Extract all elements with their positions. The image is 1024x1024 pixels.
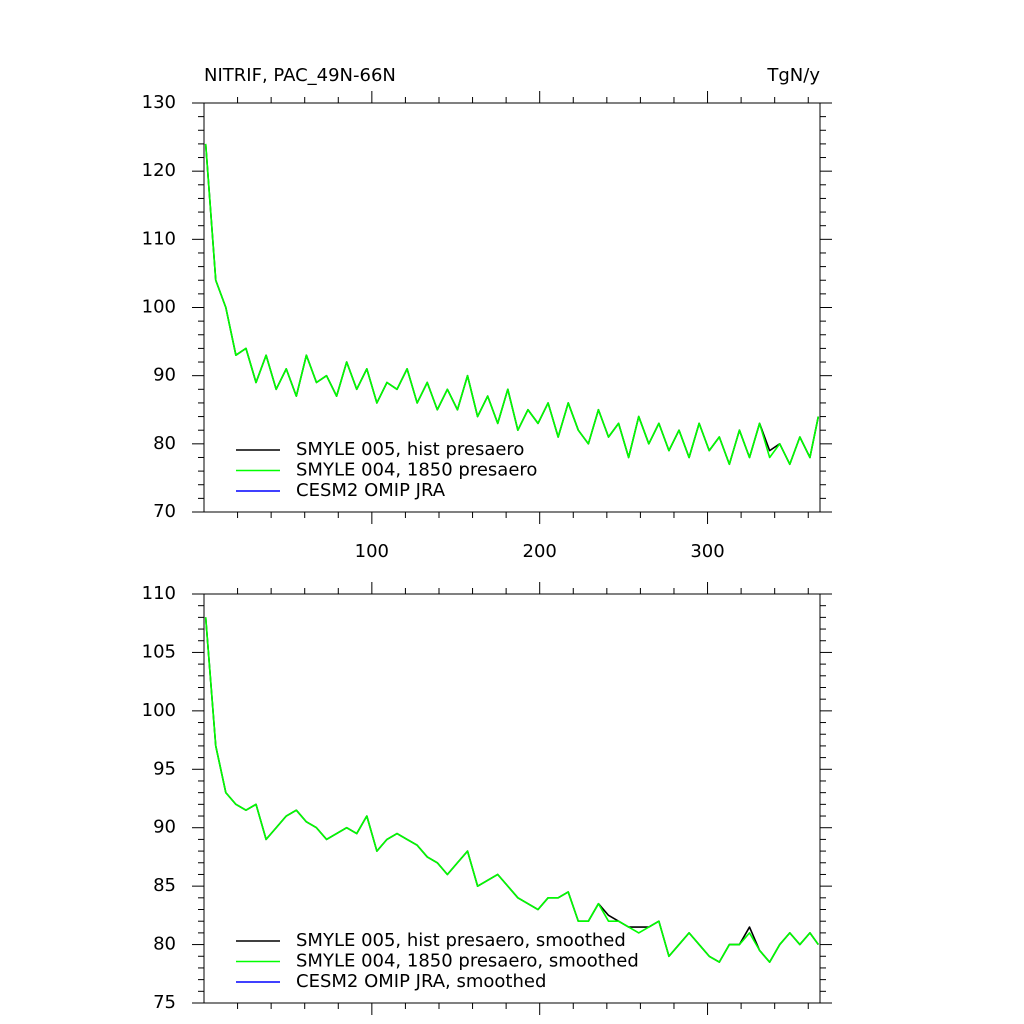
y-tick-label: 105	[142, 641, 176, 662]
y-tick-label: 95	[153, 758, 176, 779]
y-tick-label: 80	[153, 433, 176, 454]
y-tick-label: 90	[153, 817, 176, 838]
legend-label: SMYLE 005, hist presaero	[296, 439, 524, 460]
y-tick-label: 110	[142, 228, 176, 249]
y-tick-label: 85	[153, 875, 176, 896]
x-tick-label: 300	[690, 541, 724, 562]
legend-label: SMYLE 004, 1850 presaero	[296, 460, 537, 481]
y-tick-label: 75	[153, 992, 176, 1013]
plot-frame	[203, 593, 821, 1004]
panel: 75 80 85 90 95 100 105 110 SMYLE 005, hist presa…	[142, 582, 832, 1015]
y-tick-label: 110	[142, 583, 176, 604]
x-tick-label: 200	[523, 541, 557, 562]
y-tick-label: 70	[153, 501, 176, 522]
legend-label: CESM2 OMIP JRA	[296, 480, 446, 501]
series-line	[204, 617, 819, 963]
x-tick-label: 100	[355, 541, 389, 562]
y-tick-label: 120	[142, 160, 176, 181]
units-label: TgN/y	[766, 65, 820, 86]
chart-title: NITRIF, PAC_49N-66N	[204, 65, 396, 86]
series-line	[204, 617, 819, 963]
y-tick-label: 80	[153, 934, 176, 955]
y-tick-label: 100	[142, 700, 176, 721]
legend-label: SMYLE 004, 1850 presaero, smoothed	[296, 951, 639, 972]
y-tick-label: 90	[153, 365, 176, 386]
plot-frame	[203, 102, 821, 513]
series-line	[204, 143, 820, 466]
panel: NITRIF, PAC_49N-66N TgN/y 70 80 90 100 110 120 1…	[142, 65, 832, 562]
series-line	[204, 143, 820, 466]
y-tick-label: 130	[142, 92, 176, 113]
legend-label: CESM2 OMIP JRA, smoothed	[296, 971, 546, 992]
y-tick-label: 100	[142, 297, 176, 318]
legend-label: SMYLE 005, hist presaero, smoothed	[296, 930, 626, 951]
